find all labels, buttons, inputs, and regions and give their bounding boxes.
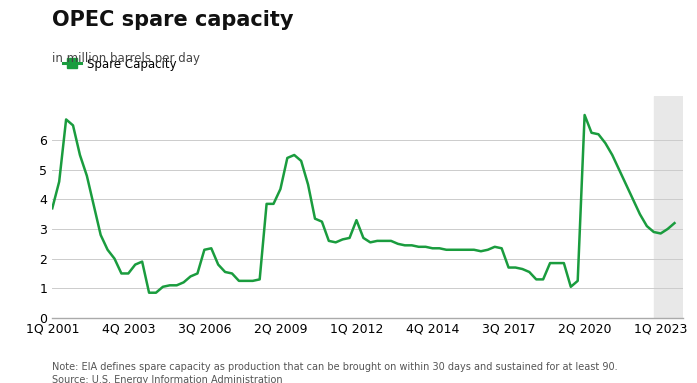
Text: OPEC spare capacity: OPEC spare capacity xyxy=(52,10,293,29)
Legend: Spare Capacity: Spare Capacity xyxy=(58,53,181,75)
Text: in million barrels per day: in million barrels per day xyxy=(52,52,200,65)
Text: Note: EIA defines spare capacity as production that can be brought on within 30 : Note: EIA defines spare capacity as prod… xyxy=(52,362,618,372)
Text: Source: U.S. Energy Information Administration: Source: U.S. Energy Information Administ… xyxy=(52,375,283,383)
Bar xyxy=(654,96,683,318)
